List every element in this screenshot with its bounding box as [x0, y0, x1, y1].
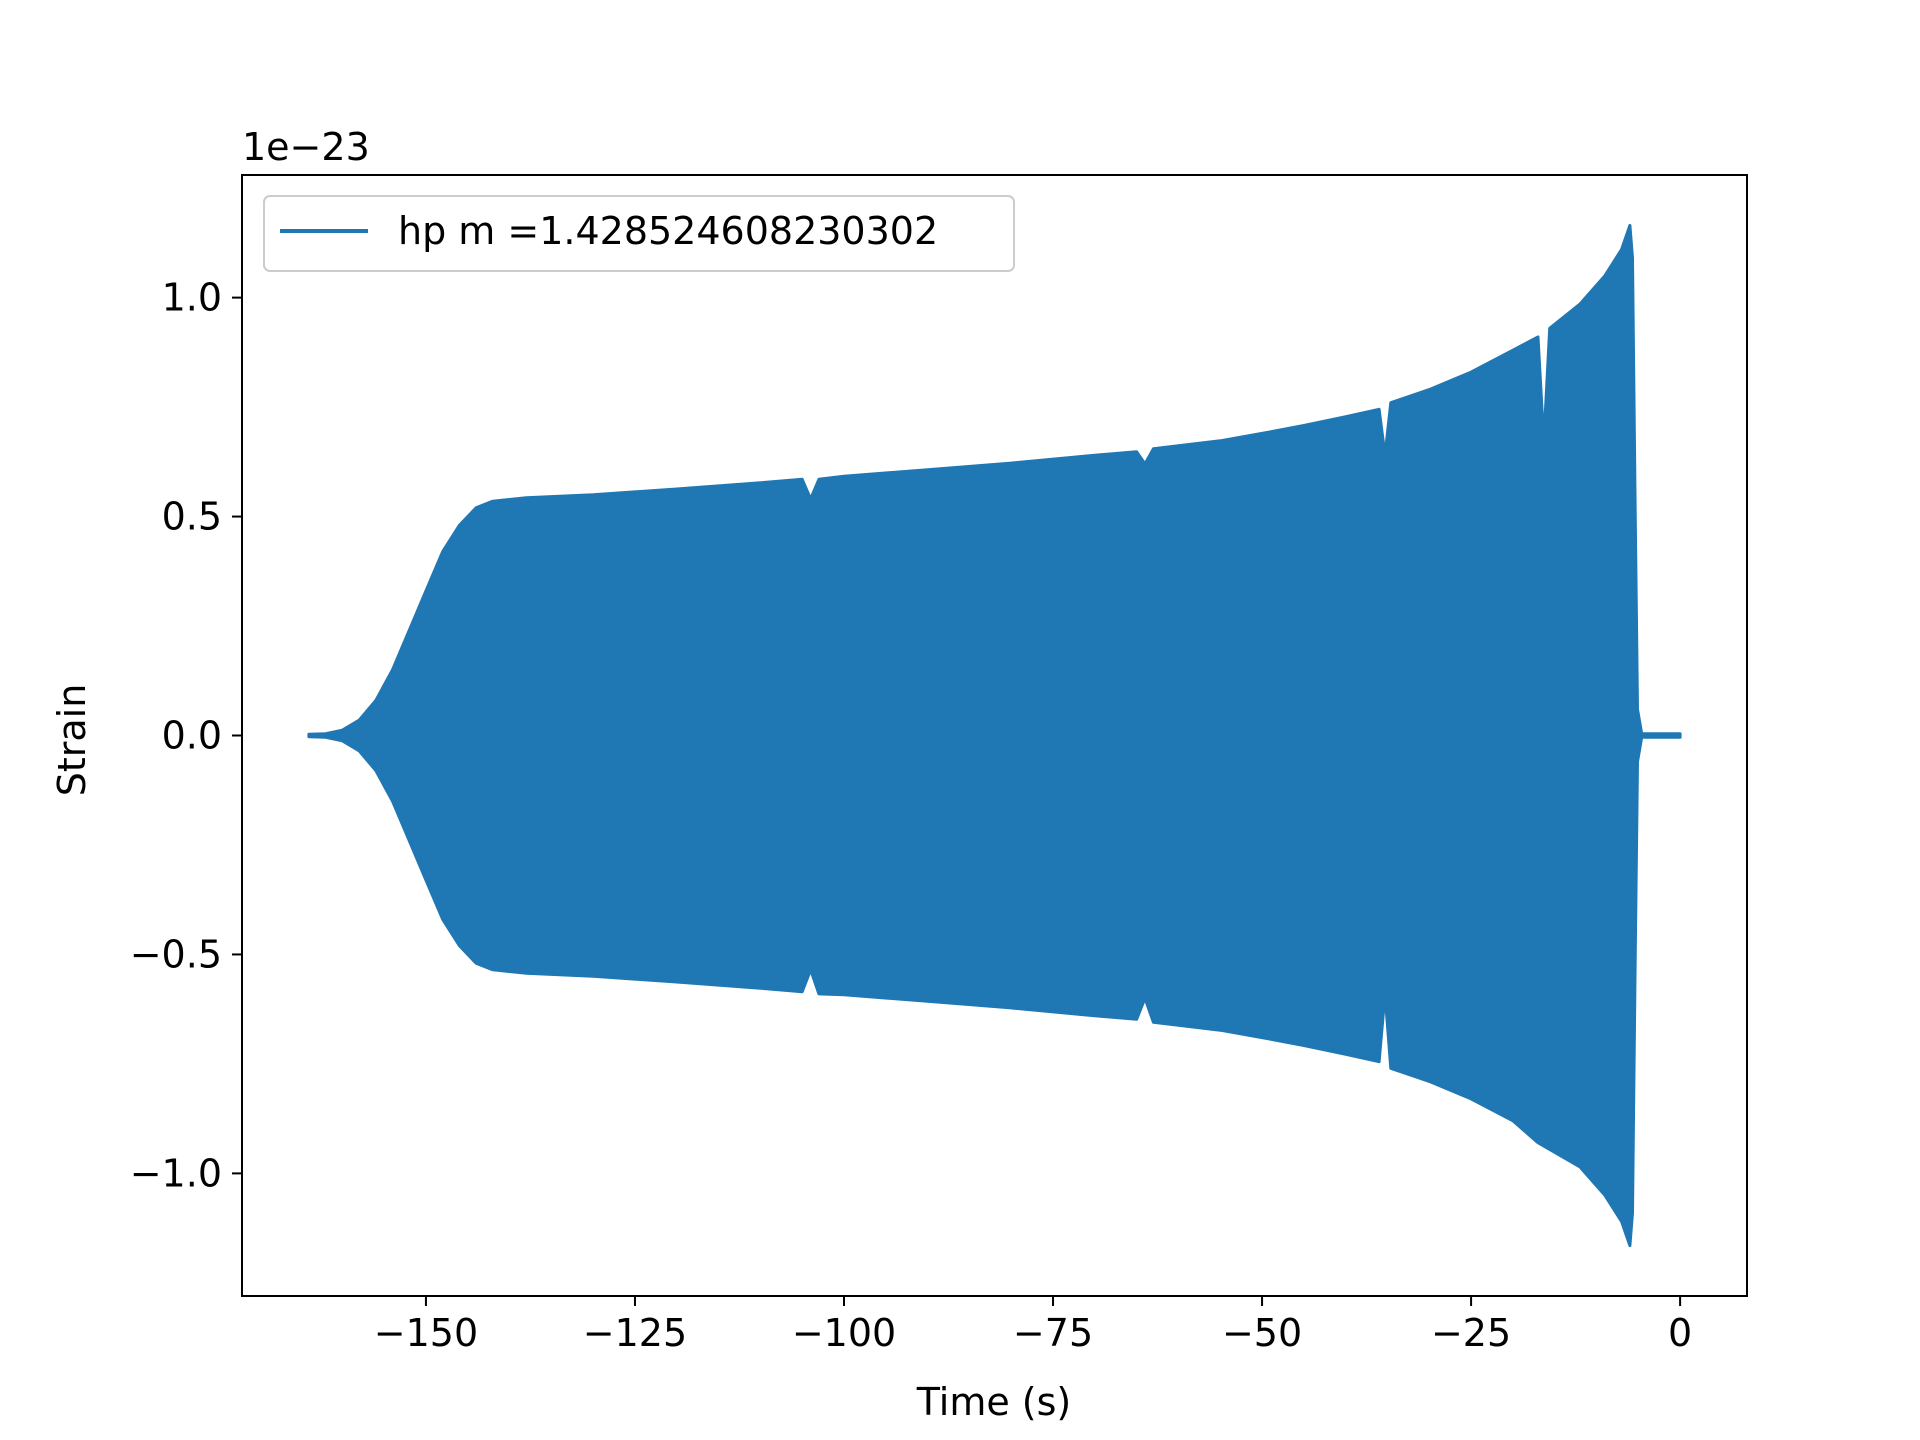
x-tick-label: 0 [1668, 1311, 1692, 1355]
y-tick-label: 1.0 [162, 276, 222, 320]
x-tick-label: −150 [374, 1311, 478, 1355]
y-tick-label: 0.5 [162, 495, 222, 539]
plot-area [307, 223, 1682, 1248]
x-tick-label: −50 [1222, 1311, 1302, 1355]
x-tick-label: −25 [1431, 1311, 1511, 1355]
x-tick-label: −75 [1013, 1311, 1093, 1355]
y-tick-label: −0.5 [130, 932, 222, 976]
y-offset-label: 1e−23 [242, 125, 370, 169]
x-tick-label: −125 [583, 1311, 687, 1355]
y-axis: 1.0 0.5 0.0 −0.5 −1.0 [130, 276, 242, 1195]
legend-label: hp m =1.428524608230302 [398, 209, 938, 253]
y-tick-label: −1.0 [130, 1151, 222, 1195]
legend: hp m =1.428524608230302 [263, 195, 1015, 272]
x-axis: −150 −125 −100 −75 −50 −25 0 [374, 1296, 1692, 1355]
x-tick-label: −100 [792, 1311, 896, 1355]
legend-box [263, 195, 1015, 272]
x-axis-label: Time (s) [916, 1380, 1072, 1424]
y-tick-label: 0.0 [162, 714, 222, 758]
y-axis-label: Strain [50, 684, 94, 797]
series-waveform [307, 223, 1682, 1248]
